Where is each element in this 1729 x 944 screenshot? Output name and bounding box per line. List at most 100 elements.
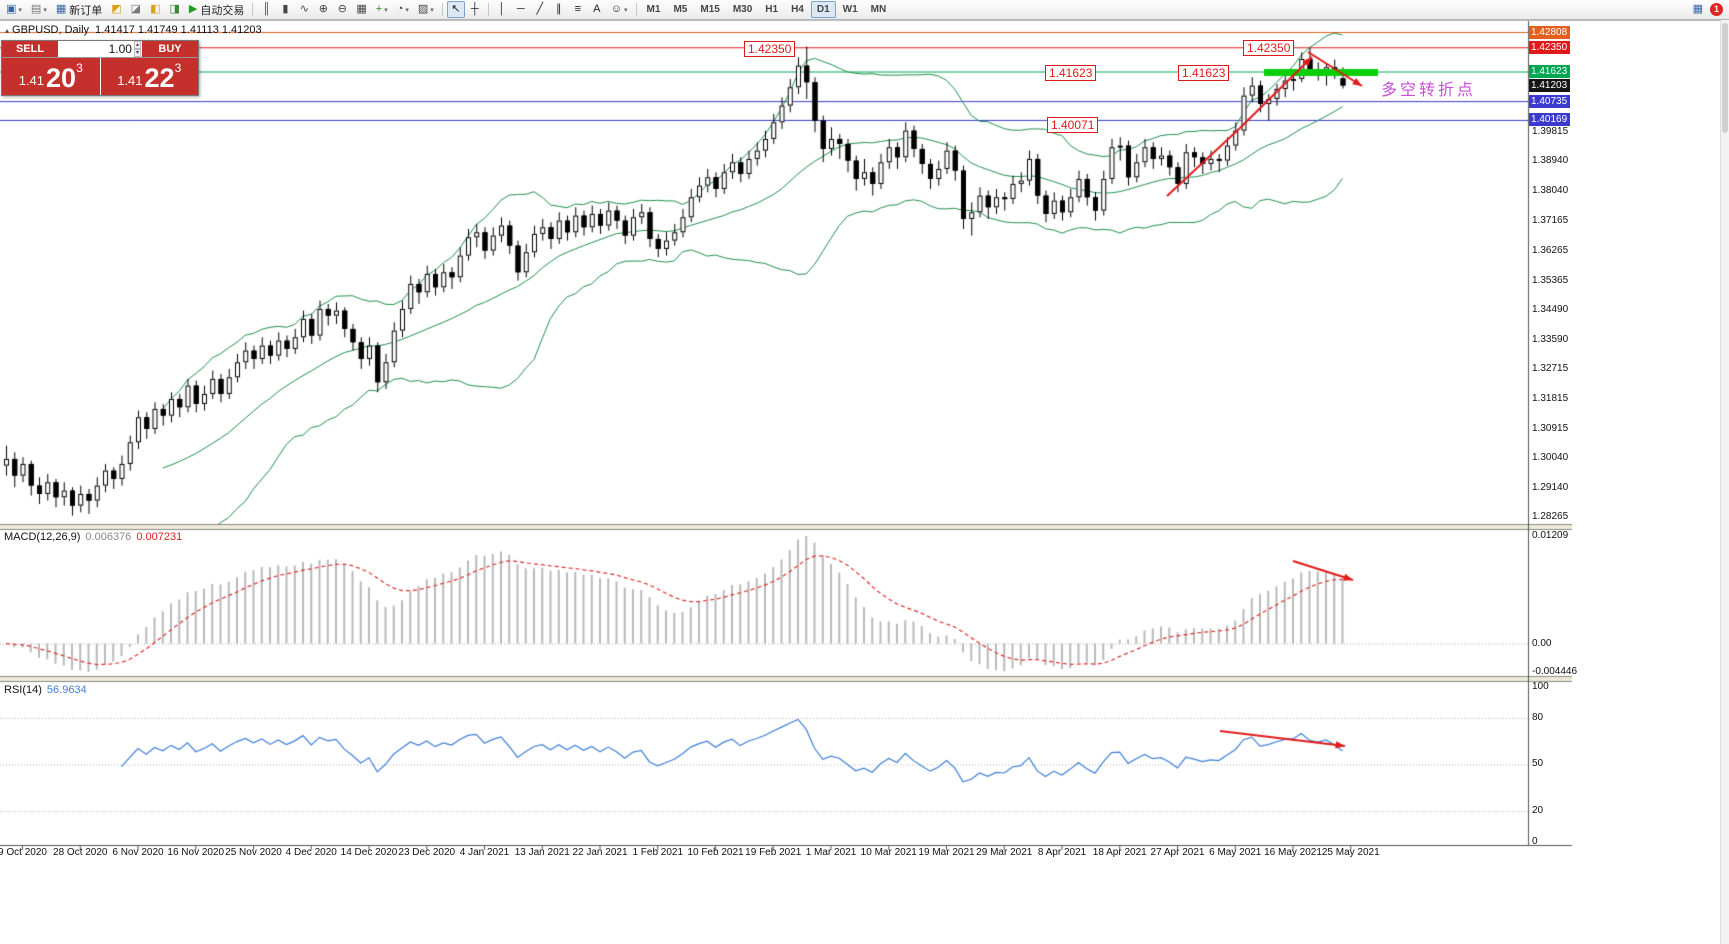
- caret-down-icon: ▾: [624, 6, 628, 14]
- caret-down-icon: ▾: [430, 6, 434, 14]
- timeframe-m5-button[interactable]: M5: [673, 4, 688, 15]
- community-icon: ▦: [1692, 3, 1703, 15]
- trade-panel-header-row: SELL 1.00 ▴ ▾ BUY: [2, 41, 198, 58]
- date-label: 6 Nov 2020: [112, 847, 164, 858]
- toolbar-horizontal-line-button[interactable]: ─: [512, 1, 530, 18]
- macd-scale-min: -0.004446: [1532, 666, 1578, 677]
- price-annotation-peak1[interactable]: 1.42350: [744, 41, 796, 57]
- bar-chart-icon: ║: [262, 3, 271, 15]
- sell-tab[interactable]: SELL: [2, 41, 58, 57]
- price-tick: 1.30915: [1532, 422, 1569, 434]
- buy-tab[interactable]: BUY: [142, 41, 198, 57]
- date-label: 27 Apr 2021: [1150, 847, 1205, 858]
- toolbar-navigator-button[interactable]: ◧: [146, 1, 164, 18]
- toolbar-indicators-button[interactable]: + ▾: [372, 1, 392, 18]
- toolbar-profiles-button[interactable]: ▤ ▾: [27, 1, 51, 18]
- timeframe-m15-button[interactable]: M15: [700, 4, 720, 15]
- toolbar-new-order-button[interactable]: ▦ 新订单: [52, 1, 106, 18]
- timeframe-mn-button[interactable]: MN: [870, 4, 887, 15]
- price-annotation-peak2[interactable]: 1.42350: [1243, 40, 1295, 56]
- caret-down-icon: ▾: [384, 6, 388, 14]
- volume-spinner[interactable]: ▴ ▾: [133, 41, 141, 57]
- timeframe-h1-button[interactable]: H1: [765, 4, 779, 15]
- turning-point-annotation[interactable]: 多空转折点: [1381, 82, 1477, 99]
- chart-ohlc-values: 1.41417 1.41749 1.41113 1.41203: [95, 24, 262, 36]
- new-order-icon: ▦: [55, 3, 67, 15]
- timeframe-m1-button[interactable]: M1: [646, 4, 661, 15]
- vertical-scrollbar[interactable]: [1720, 20, 1729, 944]
- toolbar-vertical-line-button[interactable]: │: [493, 1, 511, 18]
- fibonacci-icon: ≡: [574, 3, 581, 15]
- toolbar-candlestick-chart-button[interactable]: ▮: [276, 1, 294, 18]
- spinner-up-icon[interactable]: ▴: [133, 41, 141, 49]
- timeframe-w1-button[interactable]: W1: [842, 4, 858, 15]
- sell-button[interactable]: 1.41 20 3: [2, 58, 100, 95]
- toolbar-trendline-button[interactable]: ╱: [531, 1, 549, 18]
- data-window-icon: ◪: [130, 3, 142, 15]
- price-badge-1.41203: 1.41203: [1529, 79, 1570, 92]
- buy-price-pip: 3: [174, 61, 182, 75]
- toolbar-bar-chart-button[interactable]: ║: [257, 1, 275, 18]
- price-tick: 1.36265: [1532, 244, 1569, 256]
- scrollbar-thumb[interactable]: [1722, 23, 1728, 133]
- rsi-label: RSI(14) 56.9634: [4, 684, 87, 696]
- indicators-icon: +: [375, 3, 383, 15]
- price-tick: 1.35365: [1532, 274, 1569, 286]
- sell-price-pip: 3: [76, 61, 83, 75]
- toolbar-zoom-out-button[interactable]: ⊖: [333, 1, 351, 18]
- price-annotation-level1a[interactable]: 1.41623: [1045, 65, 1097, 81]
- date-label: 10 Mar 2021: [860, 847, 917, 858]
- toolbar-cursor-button[interactable]: ↖: [446, 1, 465, 18]
- toolbar-zoom-in-button[interactable]: ⊕: [314, 1, 332, 18]
- toolbar-separator: [635, 3, 637, 16]
- timeframe-h4-button[interactable]: H4: [791, 4, 804, 15]
- zoom-in-icon: ⊕: [318, 3, 328, 15]
- macd-scale-zero: 0.00: [1532, 637, 1552, 649]
- toolbar-separator: [441, 3, 443, 16]
- timeframe-d1-button[interactable]: D1: [810, 1, 836, 18]
- macd-label: MACD(12,26,9) 0.006376 0.007231: [4, 531, 182, 543]
- toolbar-tile-windows-button[interactable]: ▦: [352, 1, 370, 18]
- price-annotation-level1b[interactable]: 1.41623: [1178, 65, 1230, 81]
- toolbar-fibonacci-button[interactable]: ≡: [569, 1, 587, 18]
- toolbar-new-chart-button[interactable]: ▣ ▾: [2, 1, 26, 18]
- toolbar-crosshair-button[interactable]: ┼: [466, 1, 484, 18]
- channel-icon: ∥: [556, 3, 562, 15]
- timeframe-m30-button[interactable]: M30: [732, 4, 753, 15]
- toolbar-channel-button[interactable]: ∥: [550, 1, 568, 18]
- buy-button[interactable]: 1.41 22 3: [100, 58, 198, 95]
- crosshair-icon: ┼: [470, 3, 479, 15]
- toolbar-periods-button[interactable]: ◔ ▾: [393, 1, 413, 18]
- rsi-scale-100: 100: [1532, 681, 1549, 692]
- toolbar-line-chart-button[interactable]: ∿: [295, 1, 313, 18]
- toolbar-data-window-button[interactable]: ◪: [127, 1, 145, 18]
- volume-input[interactable]: 1.00 ▴ ▾: [58, 41, 142, 57]
- date-label: 19 Feb 2021: [745, 847, 802, 858]
- rsi-name: RSI(14): [4, 684, 42, 696]
- chart-symbol-timeframe: GBPUSD, Daily: [12, 24, 90, 36]
- toolbar-templates-button[interactable]: ▨ ▾: [414, 1, 438, 18]
- chart-header: ▴ GBPUSD, Daily 1.41417 1.41749 1.41113 1.…: [5, 24, 262, 36]
- spinner-down-icon[interactable]: ▾: [133, 49, 141, 57]
- toolbar-auto-trading-label: 自动交易: [200, 4, 245, 17]
- toolbar-auto-trading-button[interactable]: ▶ 自动交易: [185, 1, 248, 18]
- toolbar-buttons-group: ▣ ▾ ▤ ▾ ▦ 新订单 ◩ ◪ ◧ ◨ ▶ 自动交易 ║ ▮ ∿ ⊕ ⊖ ▦ + ▾ ◔ ▾ ▨ ▾ ↖ ┼ │ ─ ╱ ∥ ≡ A ☺ ▾ M…: [2, 1, 1689, 18]
- price-tick: 1.28265: [1532, 511, 1569, 523]
- price-tick: 1.33590: [1532, 333, 1569, 345]
- toolbar-terminal-button[interactable]: ◨: [165, 1, 183, 18]
- price-badge-1.40735: 1.40735: [1529, 94, 1570, 108]
- date-label: 4 Jan 2021: [459, 847, 510, 858]
- price-badge-1.41623: 1.41623: [1529, 65, 1570, 78]
- notifications-badge[interactable]: 1: [1710, 3, 1723, 16]
- date-label: 25 May 2021: [1321, 847, 1380, 858]
- vertical-line-icon: │: [498, 3, 506, 15]
- one-click-trading-panel: SELL 1.00 ▴ ▾ BUY 1.41 20 3 1.41 22 3: [1, 40, 199, 96]
- toolbar-arrows-button[interactable]: ☺ ▾: [607, 1, 632, 18]
- cursor-icon: ↖: [451, 3, 461, 15]
- toolbar-text-button[interactable]: A: [588, 1, 606, 18]
- toolbar-market-watch-button[interactable]: ◩: [107, 1, 125, 18]
- collapse-panel-icon[interactable]: ▴: [5, 26, 10, 35]
- price-annotation-support[interactable]: 1.40071: [1047, 117, 1099, 133]
- toolbar-community-button[interactable]: ▦: [1689, 1, 1707, 18]
